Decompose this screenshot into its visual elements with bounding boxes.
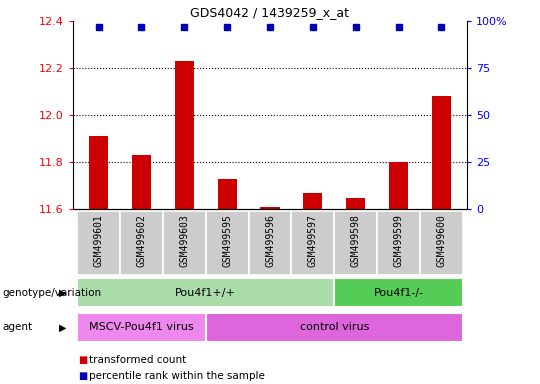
Bar	[206, 211, 248, 275]
Text: agent: agent	[3, 322, 33, 333]
Text: percentile rank within the sample: percentile rank within the sample	[89, 371, 265, 381]
Text: Pou4f1+/+: Pou4f1+/+	[176, 288, 236, 298]
Text: ▶: ▶	[59, 322, 67, 333]
Bar	[174, 61, 194, 209]
Text: GSM499602: GSM499602	[137, 214, 146, 266]
Bar	[389, 162, 408, 209]
Bar	[206, 313, 463, 342]
Bar	[132, 155, 151, 209]
Bar	[120, 211, 163, 275]
Bar	[377, 211, 420, 275]
Bar	[260, 207, 280, 209]
Text: Pou4f1-/-: Pou4f1-/-	[374, 288, 423, 298]
Bar	[163, 211, 206, 275]
Text: ▶: ▶	[59, 288, 67, 298]
Text: transformed count: transformed count	[89, 355, 186, 365]
Text: GSM499597: GSM499597	[308, 214, 318, 266]
Text: ■: ■	[78, 355, 87, 365]
Text: GSM499600: GSM499600	[436, 214, 447, 266]
Bar	[77, 211, 120, 275]
Bar	[346, 197, 366, 209]
Bar	[334, 211, 377, 275]
Text: MSCV-Pou4f1 virus: MSCV-Pou4f1 virus	[89, 322, 194, 333]
Bar	[77, 313, 206, 342]
Text: GSM499596: GSM499596	[265, 214, 275, 266]
Bar	[218, 179, 237, 209]
Text: GSM499595: GSM499595	[222, 214, 232, 266]
Title: GDS4042 / 1439259_x_at: GDS4042 / 1439259_x_at	[191, 5, 349, 18]
Bar	[77, 278, 334, 308]
Bar	[292, 211, 334, 275]
Text: genotype/variation: genotype/variation	[3, 288, 102, 298]
Text: GSM499598: GSM499598	[350, 214, 361, 266]
Bar	[89, 136, 108, 209]
Text: GSM499599: GSM499599	[394, 214, 403, 266]
Bar	[248, 211, 292, 275]
Bar	[420, 211, 463, 275]
Bar	[334, 278, 463, 308]
Text: GSM499601: GSM499601	[93, 214, 104, 266]
Text: GSM499603: GSM499603	[179, 214, 190, 266]
Text: control virus: control virus	[300, 322, 369, 333]
Bar	[303, 193, 322, 209]
Text: ■: ■	[78, 371, 87, 381]
Bar	[432, 96, 451, 209]
